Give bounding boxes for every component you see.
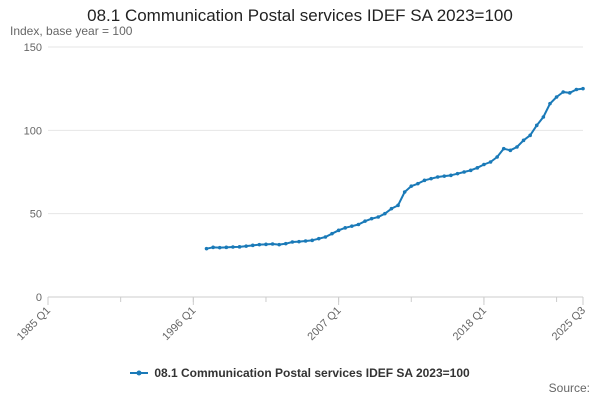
legend-label: 08.1 Communication Postal services IDEF … [154,366,470,380]
data-point [297,239,301,244]
data-point [363,219,367,223]
data-point [528,133,532,138]
data-point [581,86,585,91]
x-tick-label: 1996 Q1 [160,305,198,343]
x-tick-label: 1985 Q1 [15,305,53,343]
y-tick-label: 0 [36,292,42,304]
data-point [416,181,420,186]
data-point [317,236,321,241]
data-point [356,222,361,227]
legend-swatch [130,367,149,379]
data-point [462,170,466,174]
data-point [310,238,314,243]
data-point [495,155,499,159]
data-point [541,115,546,119]
data-point [475,166,480,170]
data-point [468,168,473,173]
data-point [303,239,308,243]
data-point [548,101,552,106]
x-tick-label: 2018 Q1 [451,305,489,343]
data-point [515,145,519,149]
data-point [567,91,572,95]
data-point [204,246,209,251]
data-point [211,245,215,250]
data-point [283,241,288,246]
data-point [422,178,427,183]
data-point [501,146,506,151]
data-point [554,95,559,99]
legend[interactable]: 08.1 Communication Postal services IDEF … [0,366,600,380]
y-tick-label: 50 [30,209,42,221]
data-point [369,216,374,221]
data-point [488,160,493,164]
data-point [396,203,400,208]
y-tick-label: 150 [24,42,42,54]
data-point [237,245,242,249]
data-point [224,245,229,250]
data-point [217,245,222,250]
data-point [323,235,328,239]
data-point [383,211,387,216]
data-point [429,176,433,181]
data-point [455,171,460,176]
data-point [442,174,447,178]
data-point [508,148,513,153]
data-point [402,190,407,194]
y-axis-label: Index, base year = 100 [10,24,133,38]
data-point [264,242,268,247]
source-label: Source: [548,381,590,395]
data-point [250,243,255,248]
data-point [534,123,539,128]
data-point [449,173,453,178]
data-point [330,231,334,236]
data-point [270,242,275,246]
data-point [257,242,262,247]
x-tick-label: 2025 Q3 [550,305,588,343]
data-point [521,138,526,143]
x-tick-label: 2007 Q1 [305,305,343,343]
data-point [574,87,579,92]
series-line [206,87,584,250]
data-point [389,206,394,211]
data-point [336,228,341,233]
data-point [482,162,486,167]
data-point [350,224,354,228]
data-point [435,175,440,179]
y-tick-label: 100 [24,125,42,137]
data-point [290,240,295,244]
data-point [277,242,281,247]
data-point [343,226,348,230]
chart-title: 08.1 Communication Postal services IDEF … [87,6,513,25]
data-point [244,244,248,248]
data-point [376,215,381,219]
data-point [561,90,565,94]
data-point [231,245,235,249]
data-point [409,184,414,188]
